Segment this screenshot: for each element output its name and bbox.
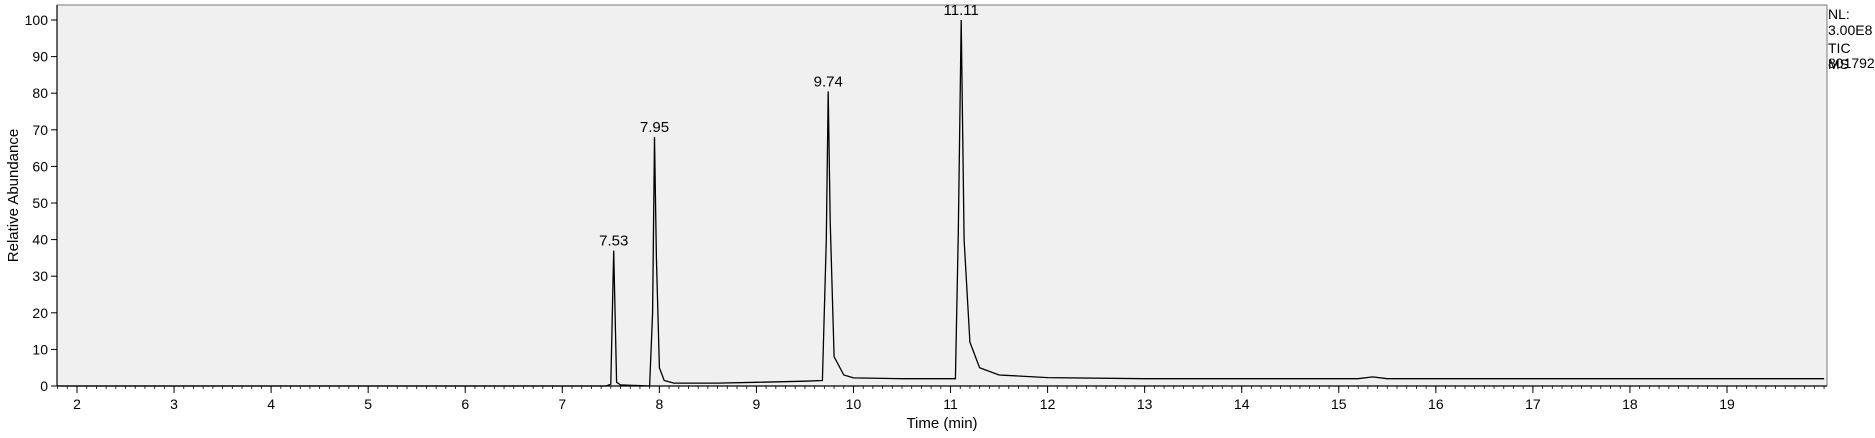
x-tick-label: 13 <box>1137 396 1153 412</box>
y-tick-label: 50 <box>32 195 48 211</box>
x-tick-label: 12 <box>1040 396 1056 412</box>
peak-label: 11.11 <box>944 2 979 19</box>
x-tick-label: 15 <box>1331 396 1347 412</box>
nl-value: 3.00E8 <box>1828 22 1873 38</box>
x-tick-label: 18 <box>1622 396 1638 412</box>
x-tick-label: 17 <box>1525 396 1541 412</box>
x-tick-label: 2 <box>73 396 81 412</box>
y-tick-label: 40 <box>32 232 48 248</box>
x-tick-label: 7 <box>558 396 566 412</box>
y-tick-label: 60 <box>32 158 48 174</box>
peak-label: 9.74 <box>814 73 843 90</box>
y-tick-label: 20 <box>32 305 48 321</box>
x-tick-label: 14 <box>1234 396 1250 412</box>
y-tick-label: 100 <box>25 12 49 28</box>
y-tick-label: 80 <box>32 85 48 101</box>
y-tick-label: 30 <box>32 268 48 284</box>
x-tick-label: 4 <box>267 396 275 412</box>
x-tick-label: 8 <box>655 396 663 412</box>
x-tick-label: 19 <box>1719 396 1735 412</box>
x-tick-label: 3 <box>170 396 178 412</box>
y-tick-label: 90 <box>32 49 48 65</box>
y-axis-ticks: 0 10 20 30 40 50 60 70 80 90 100 <box>25 12 57 394</box>
x-tick-label: 11 <box>943 396 958 412</box>
plot-area <box>56 4 1828 387</box>
peak-labels: 7.53 7.95 9.74 11.11 <box>599 2 979 250</box>
nl-label: NL: <box>1828 6 1850 22</box>
sample-id-label: 801792 <box>1828 55 1875 71</box>
x-tick-label: 9 <box>753 396 761 412</box>
peak-label: 7.95 <box>640 119 669 136</box>
x-axis-title: Time (min) <box>906 415 977 432</box>
y-tick-label: 0 <box>40 378 48 394</box>
x-axis-ticks: 2 3 4 5 6 7 8 9 10 11 12 13 14 15 16 17 18 19 <box>73 386 1735 412</box>
peak-label: 7.53 <box>599 233 628 250</box>
y-tick-label: 10 <box>32 341 48 357</box>
x-tick-label: 10 <box>846 396 862 412</box>
x-tick-label: 6 <box>461 396 469 412</box>
y-tick-label: 70 <box>32 122 48 138</box>
y-axis-title: Relative Abundance <box>5 129 22 262</box>
scan-type-label: TIC MS <box>1828 40 1851 72</box>
x-tick-label: 5 <box>364 396 372 412</box>
x-tick-label: 16 <box>1428 396 1444 412</box>
